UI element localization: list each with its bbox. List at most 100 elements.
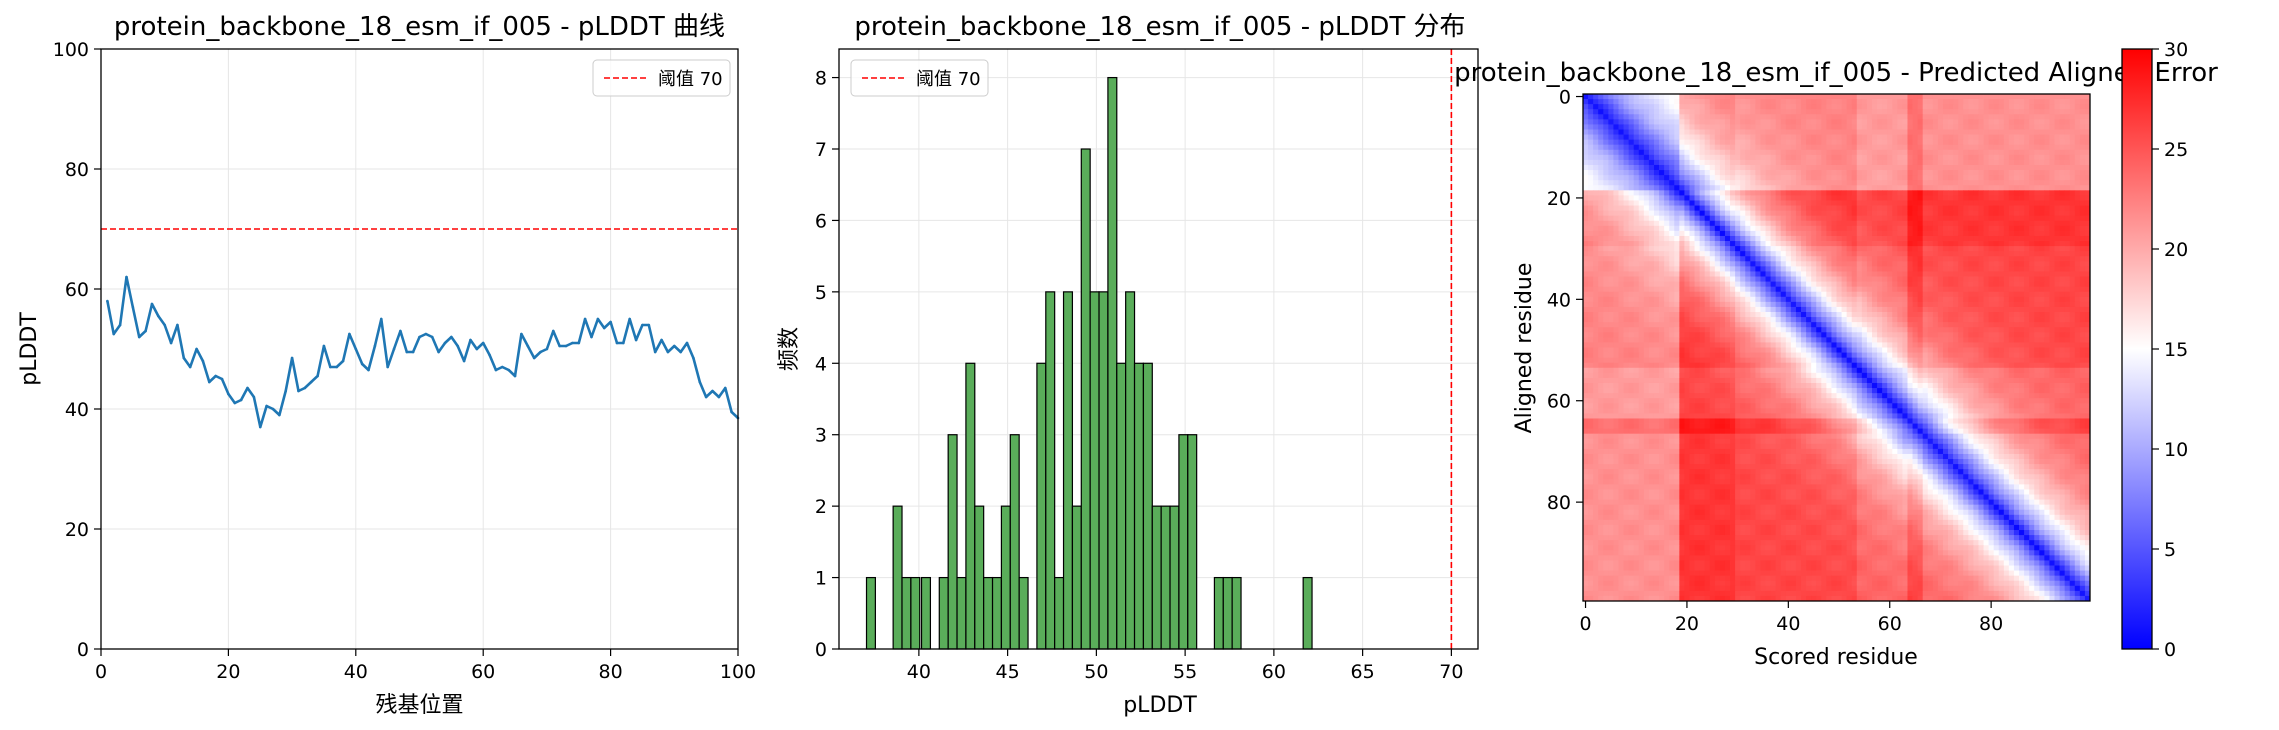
pae-cell — [1689, 159, 1695, 166]
pae-cell — [1669, 154, 1675, 161]
pae-cell — [2044, 170, 2050, 176]
pae-cell — [1765, 276, 1771, 282]
pae-cell — [2059, 210, 2066, 217]
pae-cell — [1684, 327, 1690, 333]
pae-cell — [1628, 327, 1635, 333]
pae-cell — [2059, 296, 2066, 303]
pae-cell — [1750, 134, 1756, 141]
pae-cell — [1998, 296, 2005, 303]
pae-cell — [1993, 164, 2000, 171]
pae-cell — [1689, 230, 1695, 237]
pae-cell — [1897, 266, 1903, 272]
pae-cell — [1735, 220, 1741, 227]
pae-cell — [1679, 256, 1685, 262]
pae-cell — [1628, 225, 1635, 232]
pae-cell — [2003, 205, 2010, 212]
pae-cell — [2084, 312, 2091, 318]
pae-cell — [1608, 276, 1614, 282]
pae-cell — [1927, 180, 1934, 186]
pae-cell — [1770, 139, 1777, 146]
pae-cell — [1623, 114, 1630, 120]
pae-cell — [1674, 195, 1680, 201]
pae-cell — [2039, 210, 2045, 217]
pae-cell — [1618, 246, 1624, 252]
pae-cell — [1942, 286, 1949, 293]
pae-cell — [1750, 220, 1756, 227]
pae-cell — [1775, 114, 1782, 120]
pae-cell — [1648, 266, 1655, 272]
pae-cell — [1628, 114, 1635, 120]
pae-cell — [1598, 241, 1604, 247]
pae-cell — [1724, 251, 1731, 257]
pae-cell — [1689, 170, 1695, 176]
pae-cell — [1998, 185, 2005, 191]
pae-cell — [1831, 235, 1837, 242]
pae-cell — [1608, 185, 1614, 191]
pae-cell — [1760, 104, 1766, 110]
pae-cell — [1942, 99, 1949, 105]
pae-cell — [1593, 286, 1599, 293]
pae-cell — [1638, 185, 1645, 191]
pae-cell — [1714, 235, 1721, 242]
pae-cell — [1912, 190, 1919, 196]
pae-cell — [1740, 170, 1746, 176]
pae-cell — [1790, 119, 1797, 125]
pae-cell — [2029, 322, 2035, 328]
pae-cell — [1998, 114, 2005, 120]
pae-cell — [1816, 124, 1822, 130]
pae-cell — [1679, 301, 1685, 308]
pae-cell — [1689, 327, 1695, 333]
pae-cell — [1811, 251, 1817, 257]
pae-cell — [1704, 251, 1711, 257]
pae-cell — [1618, 99, 1624, 105]
pae-cell — [1988, 164, 1995, 171]
pae-cell — [1892, 144, 1898, 151]
pae-cell — [2059, 124, 2066, 130]
pae-cell — [1785, 164, 1792, 171]
pae-cell — [2008, 154, 2015, 161]
pae-cell — [1588, 104, 1594, 110]
pae-cell — [1856, 301, 1863, 308]
pae-cell — [1633, 180, 1640, 186]
pae-cell — [1816, 154, 1822, 161]
pae-cell — [1917, 119, 1924, 125]
pae-cell — [1775, 256, 1782, 262]
pae-cell — [2013, 104, 2020, 110]
pae-cell — [1653, 170, 1660, 176]
plddt-data-point — [488, 353, 491, 357]
pae-cell — [1856, 230, 1863, 237]
pae-cell — [1598, 109, 1604, 115]
pae-cell — [1760, 144, 1766, 151]
pae-cell — [1775, 119, 1782, 125]
pae-cell — [1730, 210, 1736, 217]
pae-cell — [1851, 301, 1858, 308]
pae-cell — [1684, 124, 1690, 130]
pae-cell — [1765, 322, 1771, 328]
plddt-data-point — [201, 359, 205, 363]
pae-cell — [1730, 301, 1736, 308]
pae-cell — [1841, 154, 1848, 161]
pae-cell — [1780, 119, 1787, 125]
pae-cell — [2034, 306, 2040, 313]
pae-cell — [1866, 205, 1873, 212]
pae-cell — [2084, 322, 2091, 328]
pae-cell — [1598, 200, 1604, 206]
pae-cell — [1790, 175, 1797, 181]
pae-cell — [1653, 296, 1660, 303]
pae-cell — [2079, 327, 2086, 333]
pae-cell — [1714, 144, 1721, 151]
pae-cell — [1699, 205, 1706, 212]
pae-cell — [1669, 261, 1675, 267]
pae-cell — [1669, 332, 1675, 338]
pae-cell — [1811, 109, 1817, 115]
pae-cell — [2064, 246, 2071, 252]
pae-cell — [2064, 119, 2071, 125]
pae-cell — [1988, 266, 1995, 272]
pae-cell — [1633, 271, 1640, 277]
pae-cell — [1638, 119, 1645, 125]
pae-cell — [1806, 327, 1812, 333]
plddt-data-point — [348, 332, 351, 336]
pae-cell — [1907, 220, 1913, 227]
pae-cell — [1664, 256, 1670, 262]
pae-cell — [1973, 200, 1979, 206]
